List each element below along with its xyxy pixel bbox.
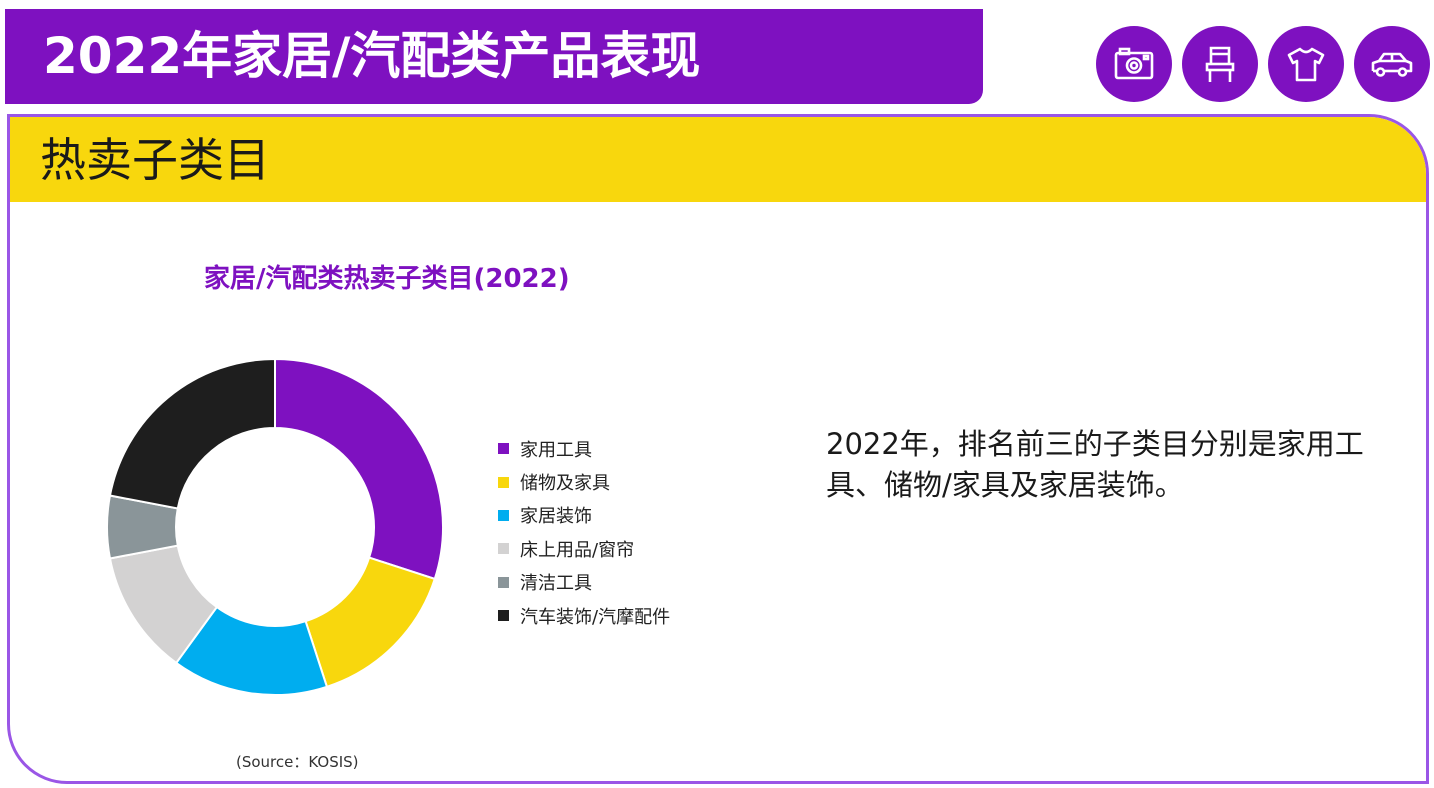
donut-slice-1 (274, 357, 444, 581)
section-header: 热卖子类目 (10, 117, 1426, 202)
legend-item: 床上用品/窗帘 (498, 532, 670, 565)
chair-icon (1182, 26, 1258, 102)
source-note: (Source：KOSIS) (236, 753, 359, 771)
legend-label: 清洁工具 (520, 573, 592, 595)
legend-item: 汽车装饰/汽摩配件 (498, 599, 670, 632)
legend-swatch (498, 610, 509, 622)
legend-label: 汽车装饰/汽摩配件 (520, 606, 671, 628)
chart-title: 家居/汽配类热卖子类目(2022) (204, 264, 570, 294)
legend-label: 储物及家具 (520, 473, 610, 495)
section-title: 热卖子类目 (40, 133, 270, 187)
legend-item: 家居装饰 (498, 499, 670, 532)
tshirt-icon (1268, 26, 1344, 102)
legend-swatch (498, 476, 509, 488)
legend-swatch (498, 509, 509, 521)
legend-item: 储物及家具 (498, 465, 670, 498)
donut-slice-6 (108, 357, 276, 510)
car-icon (1354, 26, 1430, 102)
camera-icon (1096, 26, 1172, 102)
chart-legend: 家用工具储物及家具家居装饰床上用品/窗帘 清洁工具汽车装饰/汽摩配件 (498, 432, 670, 632)
legend-label: 家居装饰 (520, 506, 592, 528)
donut-slice-2 (304, 556, 437, 689)
legend-label: 家用工具 (520, 439, 592, 461)
legend-item: 清洁工具 (498, 566, 670, 599)
donut-chart (106, 357, 444, 696)
summary-text: 2022年，排名前三的子类目分别是家用工具、储物/家具及家居装饰。 (826, 427, 1364, 502)
title-bar: 2022年家居/汽配类产品表现 (5, 9, 983, 104)
legend-label: 床上用品/窗帘 (520, 539, 635, 561)
legend-swatch (498, 543, 509, 555)
legend-swatch (498, 576, 509, 588)
legend-swatch (498, 443, 509, 455)
page-title: 2022年家居/汽配类产品表现 (43, 27, 701, 85)
legend-item: 家用工具 (498, 432, 670, 465)
